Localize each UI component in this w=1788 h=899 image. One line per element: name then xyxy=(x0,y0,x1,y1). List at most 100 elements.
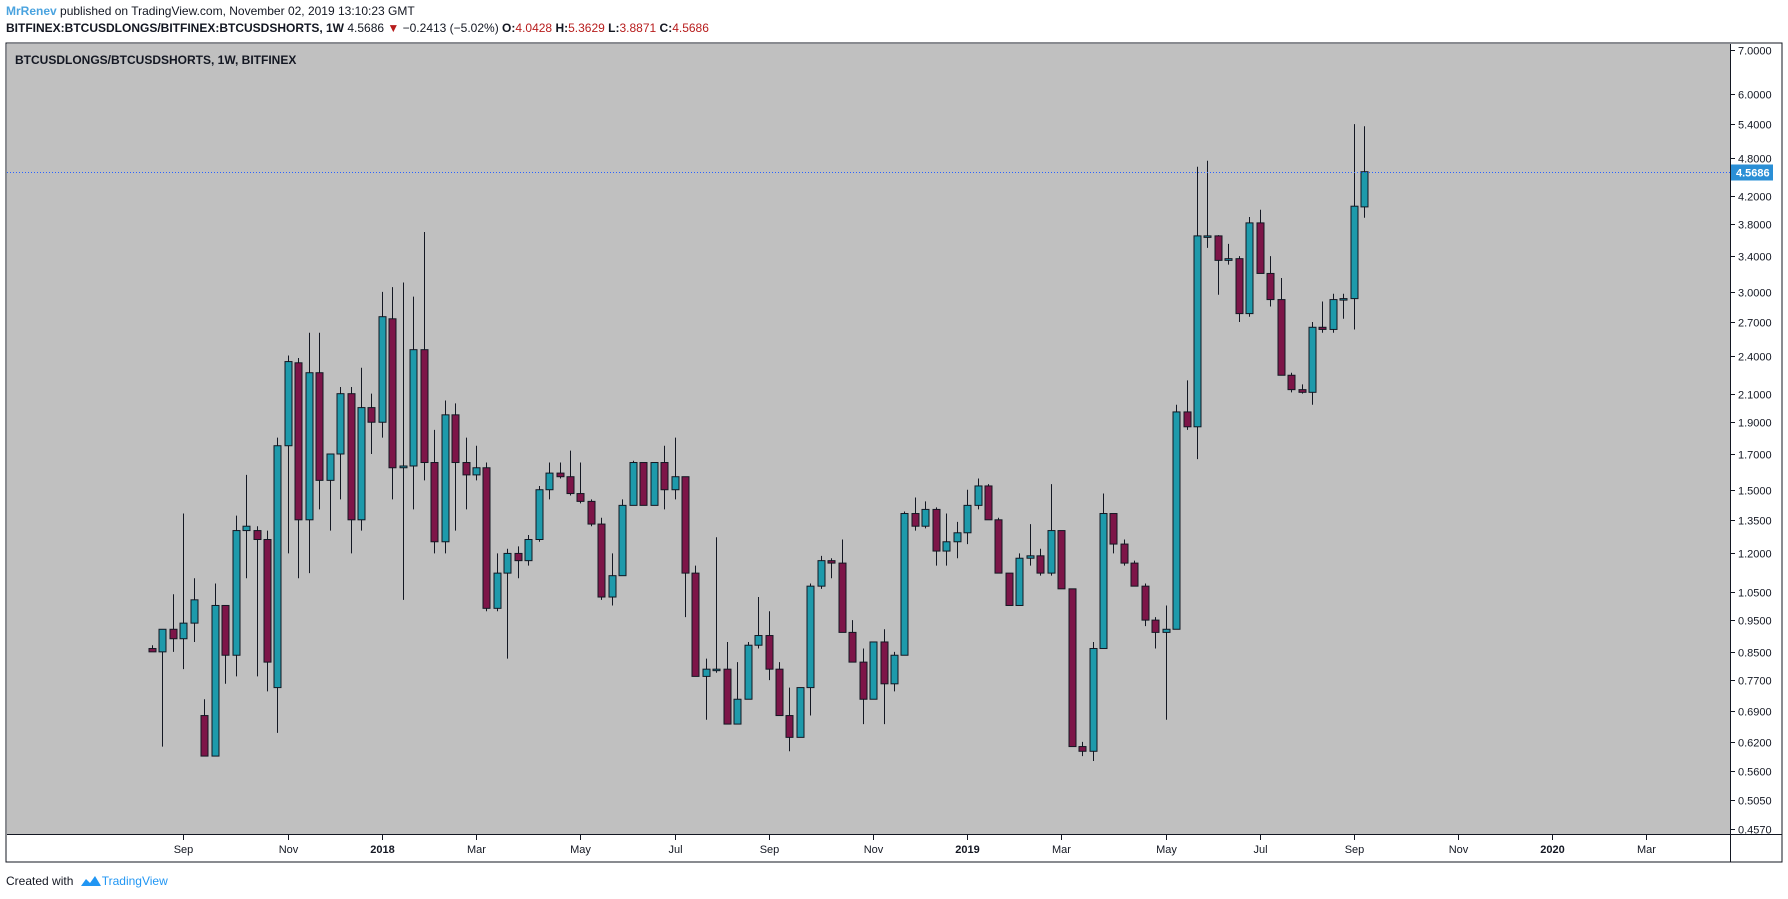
candle-body xyxy=(712,668,721,672)
candle-body xyxy=(1245,222,1254,315)
candle-body xyxy=(1350,205,1359,300)
x-tick-label: Jul xyxy=(1253,844,1267,856)
candle-body xyxy=(409,349,418,467)
close-label: C: xyxy=(659,21,673,35)
candle-body xyxy=(253,530,262,540)
candle xyxy=(1047,484,1056,576)
candle xyxy=(900,511,909,656)
candle xyxy=(441,400,450,554)
candle xyxy=(232,515,241,677)
candle xyxy=(785,687,794,752)
candle xyxy=(796,687,805,738)
candle xyxy=(660,445,669,510)
candle-body xyxy=(441,414,450,543)
candle-body xyxy=(211,604,220,757)
candle xyxy=(367,393,376,454)
x-tick-label: 2018 xyxy=(370,844,394,856)
candle-body xyxy=(357,407,366,521)
symbol-line: BITFINEX:BTCUSDLONGS/BITFINEX:BTCUSDSHOR… xyxy=(6,21,344,35)
candle-body xyxy=(294,362,303,521)
close-value: 4.5686 xyxy=(672,21,709,35)
footer: Created with TradingView xyxy=(6,874,168,889)
tradingview-brand[interactable]: TradingView xyxy=(101,874,168,888)
x-tick-label: Nov xyxy=(864,844,884,856)
candle xyxy=(744,641,753,700)
candle xyxy=(576,462,585,504)
candle xyxy=(963,489,972,545)
y-tick-label: 1.5000 xyxy=(1738,486,1772,498)
y-tick-label: 0.5600 xyxy=(1738,767,1772,779)
candle xyxy=(1172,404,1181,630)
candle xyxy=(357,367,366,531)
candle xyxy=(1026,524,1035,566)
y-tick-label: 0.4570 xyxy=(1738,825,1772,837)
candle xyxy=(733,662,742,725)
candle-body xyxy=(869,641,878,700)
candle xyxy=(817,555,826,589)
x-tick-label: Sep xyxy=(760,844,780,856)
candle xyxy=(629,460,638,506)
candle-body xyxy=(942,541,951,552)
candle xyxy=(608,553,617,606)
candle xyxy=(1318,301,1327,333)
candle-body xyxy=(754,635,763,646)
candle xyxy=(200,699,209,757)
candle-body xyxy=(1026,555,1035,559)
candle xyxy=(1130,560,1139,587)
candle-body xyxy=(472,467,481,476)
y-tick-label: 7.0000 xyxy=(1738,46,1772,58)
candle xyxy=(336,386,345,500)
time-axis[interactable]: Sep Nov 2018 Mar May Jul Sep Nov 2019 Mar May Jul Se… xyxy=(174,835,1657,856)
low-value: 3.8871 xyxy=(619,21,657,35)
y-tick-label: 6.0000 xyxy=(1738,90,1772,102)
plot-area[interactable] xyxy=(7,44,1730,835)
candle-body xyxy=(451,414,460,464)
last-price-label-bg xyxy=(1731,164,1773,181)
candles xyxy=(148,124,1369,761)
open-value: 4.0428 xyxy=(515,21,553,35)
candle xyxy=(514,546,523,579)
candle xyxy=(618,499,627,577)
candle-body xyxy=(880,641,889,685)
chart-title: BTCUSDLONGS/BTCUSDSHORTS, 1W, BITFINEX xyxy=(15,53,296,67)
candle-body xyxy=(1151,619,1160,633)
candle xyxy=(1298,384,1307,394)
x-tick-label: 2020 xyxy=(1540,844,1564,856)
candle xyxy=(493,553,502,612)
candle-body xyxy=(367,407,376,423)
candle-body xyxy=(399,465,408,469)
candle-body xyxy=(1162,628,1171,633)
candle-body xyxy=(953,532,962,543)
candle xyxy=(1235,256,1244,322)
candle xyxy=(974,478,983,510)
author-link[interactable]: MrRenev xyxy=(6,4,57,18)
candle-body xyxy=(608,575,617,598)
y-tick-label: 2.7000 xyxy=(1738,318,1772,330)
candle xyxy=(1308,321,1317,405)
candle xyxy=(702,658,711,720)
candle xyxy=(671,437,680,500)
candle xyxy=(775,662,784,717)
candle-body xyxy=(430,462,439,543)
candle xyxy=(294,357,303,579)
y-tick-label: 3.4000 xyxy=(1738,252,1772,264)
candle-body xyxy=(765,635,774,670)
candle xyxy=(451,403,460,531)
candle xyxy=(1224,243,1233,265)
candle-body xyxy=(859,661,868,700)
y-tick-label: 1.2000 xyxy=(1738,549,1772,561)
chart-frame xyxy=(5,42,1783,863)
candle xyxy=(503,548,512,659)
candle xyxy=(221,604,230,684)
x-tick-label: Nov xyxy=(279,844,299,856)
candle xyxy=(765,611,774,681)
candle-body xyxy=(785,715,794,738)
price-axis[interactable]: 7.0000 6.0000 5.4000 4.8000 4.2000 3.8000 3.40… xyxy=(1730,46,1772,837)
candle xyxy=(190,578,199,642)
candle xyxy=(462,437,471,510)
candle-body xyxy=(545,472,554,491)
candle xyxy=(556,462,565,479)
candle-body xyxy=(932,508,941,552)
candle-body xyxy=(838,562,847,633)
